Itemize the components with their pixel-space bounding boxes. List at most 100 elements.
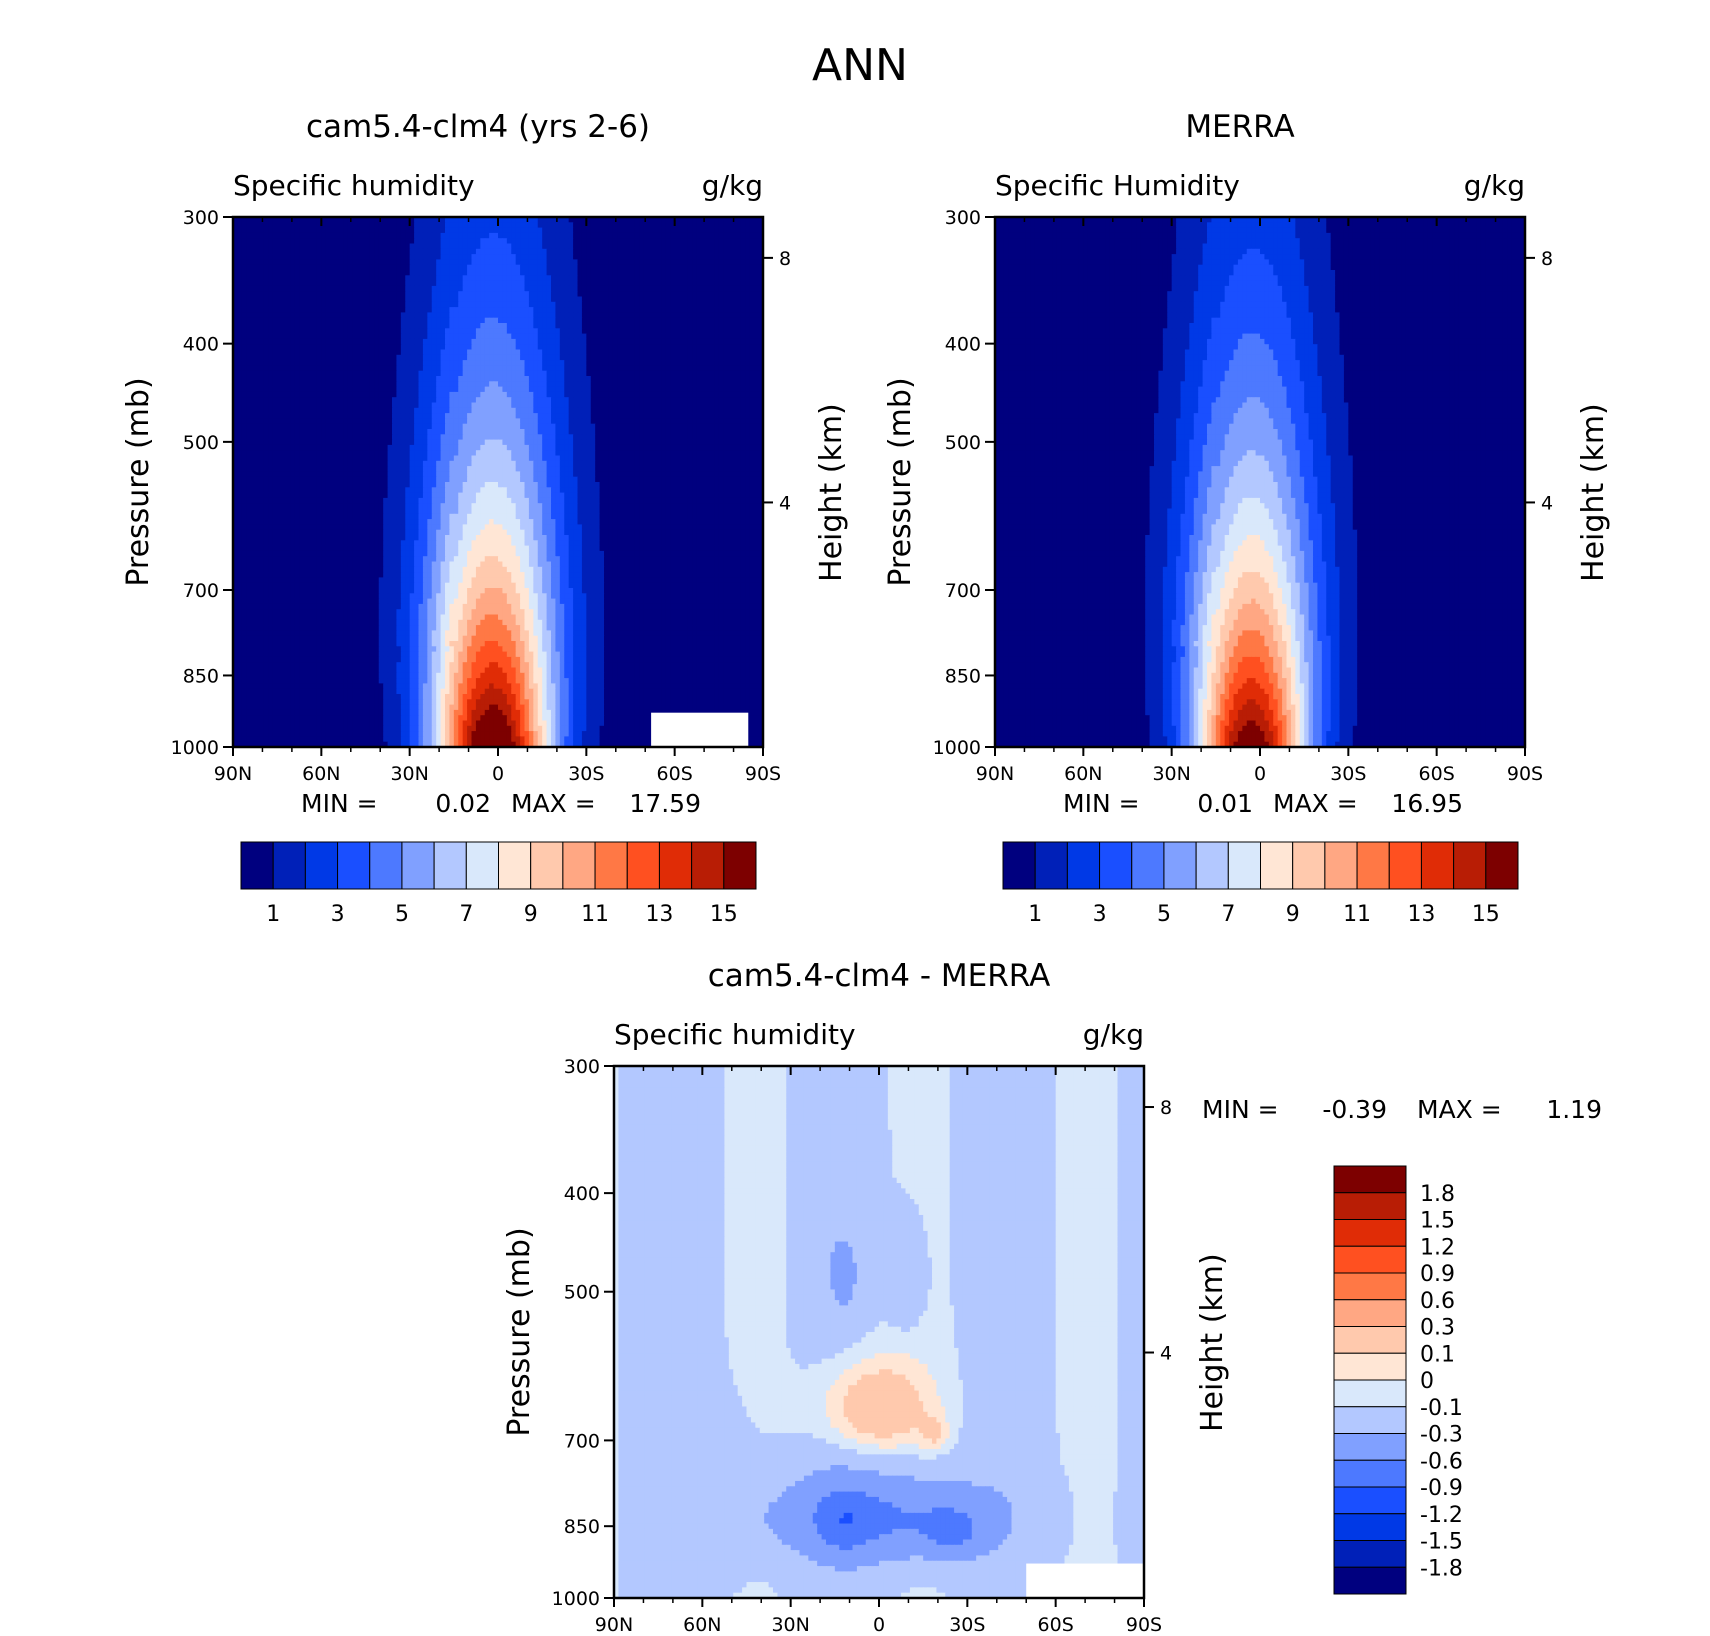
panel-title: cam5.4-clm4 - MERRA	[708, 958, 1051, 994]
min-label: MIN =	[1202, 1095, 1279, 1124]
y-right-tick-label: 8	[1541, 248, 1553, 270]
colorbar-swatch	[1333, 1272, 1407, 1301]
panel-merra: 90N 60N 30N 0 30S 60S 90S 300 400 500 700 850 1000 8 4…	[883, 109, 1611, 927]
y-tick-label: 400	[945, 334, 981, 356]
min-label: MIN =	[301, 789, 378, 818]
x-tick-label: 90S	[1126, 1614, 1162, 1636]
x-tick-label: 30N	[771, 1614, 809, 1636]
y-tick-label: 1000	[171, 737, 219, 759]
y-right-tick-label: 8	[779, 248, 791, 270]
colorbar-swatch	[1333, 1459, 1407, 1488]
panel-title: cam5.4-clm4 (yrs 2-6)	[306, 109, 650, 145]
y-axis-label: Pressure (mb)	[883, 377, 918, 586]
colorbar-label: 7	[1221, 902, 1235, 927]
colorbar-swatch	[401, 841, 435, 890]
colorbar-swatch	[1333, 1219, 1407, 1247]
x-tick-label: 60S	[1419, 763, 1455, 785]
colorbar-swatch	[304, 841, 339, 890]
y-axis-label: Pressure (mb)	[121, 377, 156, 586]
x-tick-label: 60S	[1038, 1614, 1074, 1636]
colorbar-label: -0.6	[1420, 1449, 1463, 1474]
colorbar-swatch	[1333, 1352, 1407, 1381]
colorbar-swatch	[433, 841, 467, 890]
panel-difference: 90N 60N 30N 0 30S 60S 90S 300 400 500 700 850 1000 8 4…	[502, 958, 1602, 1636]
x-tick-label: 60N	[683, 1614, 721, 1636]
colorbar-swatch	[1333, 1165, 1407, 1194]
colorbar-swatch	[1292, 841, 1326, 890]
colorbar-label: 5	[1157, 902, 1171, 927]
colorbar-label: 9	[1286, 902, 1300, 927]
y-tick-label: 500	[183, 432, 219, 454]
colorbar-label: -1.5	[1420, 1530, 1463, 1555]
y-tick-label: 400	[564, 1183, 600, 1205]
colorbar-swatch	[240, 841, 274, 890]
y-right-tick-label: 8	[1160, 1097, 1172, 1119]
x-tick-label: 60N	[302, 763, 340, 785]
x-tick-label: 0	[492, 763, 504, 785]
colorbar-label: -1.2	[1420, 1503, 1463, 1528]
colorbar-label: 1.8	[1420, 1182, 1455, 1207]
plot-area	[995, 217, 1525, 747]
colorbar-label: 11	[581, 902, 609, 927]
x-tick-label: 30N	[390, 763, 428, 785]
colorbar-swatch	[1260, 841, 1294, 890]
colorbar-swatch	[369, 841, 403, 890]
colorbar-swatch	[1333, 1513, 1407, 1541]
colorbar-swatch	[1333, 1433, 1407, 1461]
colorbar-swatch	[498, 841, 532, 890]
y-tick-label: 300	[945, 207, 981, 229]
colorbar-label: 0.3	[1420, 1316, 1455, 1341]
colorbar-swatch	[594, 841, 628, 890]
max-label: MAX =	[1273, 789, 1358, 818]
colorbar-swatch	[1485, 841, 1519, 890]
colorbar-swatch	[1333, 1379, 1407, 1408]
min-value: 0.01	[1197, 789, 1253, 818]
colorbar-swatch	[1066, 841, 1101, 890]
y-tick-label: 1000	[933, 737, 981, 759]
colorbar-swatch	[1333, 1326, 1407, 1354]
colorbar-label: 15	[1472, 902, 1500, 927]
colorbar-label: 1	[1028, 902, 1042, 927]
colorbar-swatch	[1131, 841, 1165, 890]
x-tick-label: 90S	[745, 763, 781, 785]
colorbar-label: 5	[395, 902, 409, 927]
x-tick-label: 30S	[949, 1614, 985, 1636]
min-value: -0.39	[1322, 1095, 1387, 1124]
colorbar-swatch	[1227, 841, 1261, 890]
y-right-tick-label: 4	[1541, 492, 1553, 514]
colorbar-swatch	[562, 841, 596, 890]
colorbar-swatch	[1453, 841, 1487, 890]
y-tick-label: 300	[183, 207, 219, 229]
colorbar-swatch	[1333, 1486, 1407, 1515]
y-right-tick-label: 4	[779, 492, 791, 514]
variable-label: Specific Humidity	[995, 169, 1240, 202]
colorbar-label: 1	[266, 902, 280, 927]
colorbar-label: 3	[331, 902, 345, 927]
panel-title: MERRA	[1185, 109, 1294, 145]
colorbar-label: 0.1	[1420, 1342, 1455, 1367]
units-label: g/kg	[1083, 1018, 1144, 1051]
colorbar-label: 15	[710, 902, 738, 927]
plot-area	[233, 217, 763, 747]
units-label: g/kg	[1464, 169, 1525, 202]
colorbar-label: 7	[459, 902, 473, 927]
x-tick-label: 60N	[1064, 763, 1102, 785]
x-tick-label: 30S	[568, 763, 604, 785]
colorbar-swatch	[1333, 1540, 1407, 1568]
colorbar-label: 13	[645, 902, 673, 927]
max-label: MAX =	[1417, 1095, 1502, 1124]
plot-area	[614, 1066, 1144, 1598]
y-tick-label: 700	[564, 1430, 600, 1452]
y-tick-label: 700	[945, 580, 981, 602]
missing-data-area	[1026, 1563, 1144, 1598]
colorbar-swatch	[465, 841, 499, 890]
colorbar-swatch	[1002, 841, 1036, 890]
y-axis-right-label: Height (km)	[1195, 1253, 1230, 1432]
x-tick-label: 90N	[214, 763, 252, 785]
colorbar-swatch	[1333, 1192, 1407, 1220]
colorbar-swatch	[1388, 841, 1422, 890]
max-value: 17.59	[629, 789, 701, 818]
y-tick-label: 300	[564, 1056, 600, 1078]
variable-label: Specific humidity	[233, 169, 475, 202]
colorbar-swatch	[1333, 1245, 1407, 1274]
